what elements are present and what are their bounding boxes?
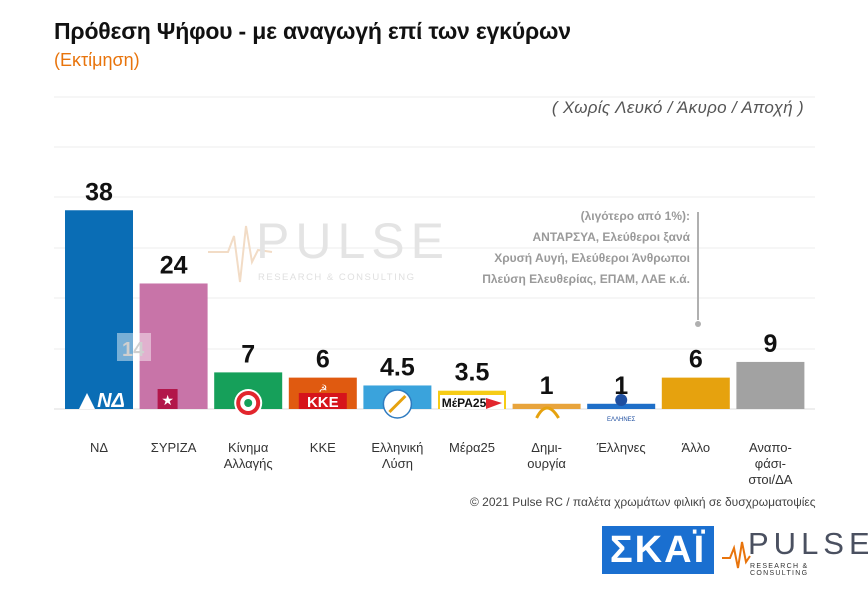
category-label: Λύση [382, 456, 413, 471]
value-label: 9 [763, 330, 777, 358]
annotation-line: ΑΝΤΑΡΣΥΑ, Ελεύθεροι ξανά [533, 230, 691, 244]
party-logos: ΝΔ ★ ΚΚΕ☭ ΜέΡΑ25 ΕΛΛΗΝΕΣ [79, 384, 636, 423]
category-label: Έλληνες [596, 440, 646, 455]
bar [736, 361, 805, 409]
nd-logo-icon [79, 393, 95, 409]
value-label: 6 [316, 346, 330, 374]
pulse-logo-word: PULSE [748, 526, 868, 561]
ellines-logo-icon [615, 394, 628, 406]
kinal-ring-icon [236, 391, 261, 415]
watermark-tagline: RESEARCH & CONSULTING [258, 272, 415, 283]
chart-note: ( Χωρίς Λευκό / Άκυρο / Αποχή ) [551, 98, 804, 117]
value-label: 1 [540, 372, 554, 400]
skai-logo: ΣΚΑΪ [602, 526, 714, 574]
category-label: ουργία [527, 456, 566, 471]
bar-chart: PULSE RESEARCH & CONSULTING 38 24 7 6 4.5 3.5… [54, 96, 815, 487]
annotation-line: (λιγότερο από 1%): [581, 209, 690, 223]
small-parties-annotation: (λιγότερο από 1%): ΑΝΤΑΡΣΥΑ, Ελεύθεροι ξ… [482, 209, 701, 327]
mera25-arrow-icon [486, 398, 502, 409]
syriza-star-icon: ★ [161, 392, 174, 408]
footer-credit: © 2021 Pulse RC / παλέτα χρωμάτων φιλική… [470, 495, 816, 509]
chart-subtitle: (Εκτίμηση) [54, 50, 140, 70]
value-label: 3.5 [455, 359, 490, 387]
category-label: στοι/ΔΑ [748, 472, 792, 487]
category-label: ΚΚΕ [310, 440, 336, 455]
watermark-word: PULSE [256, 213, 450, 269]
value-label: 7 [241, 340, 255, 368]
pulse-line-icon [722, 541, 751, 569]
value-label: 6 [689, 346, 703, 374]
value-label: 24 [160, 251, 188, 279]
bar [65, 210, 133, 409]
category-label: Ελληνική [371, 440, 423, 455]
value-label: 4.5 [380, 353, 415, 381]
pulse-watermark: PULSE RESEARCH & CONSULTING [208, 213, 450, 283]
pulse-logo-tagline: RESEARCH & CONSULTING [750, 563, 809, 577]
category-label: Κίνημα [228, 440, 269, 455]
bar [661, 377, 730, 409]
kinal-center-icon [244, 399, 253, 407]
previous-value-box [117, 333, 151, 361]
value-label: 1 [614, 372, 628, 400]
syriza-logo-icon [157, 389, 178, 409]
bar [139, 283, 208, 409]
category-label: Αναπο- [749, 440, 792, 455]
category-label: Δημι- [531, 440, 562, 455]
annotation-line: Πλεύση Ελευθερίας, ΕΠΑΜ, ΛΑΕ κ.ά. [482, 272, 690, 286]
pulse-logo: PULSE RESEARCH & CONSULTING [722, 526, 868, 577]
bar [512, 403, 581, 409]
ellines-logo-text: ΕΛΛΗΝΕΣ [607, 417, 636, 423]
category-label: Άλλο [681, 440, 710, 455]
previous-value-label: 14 [122, 339, 145, 361]
value-labels: 38 24 7 6 4.5 3.5 1 1 6 9 [85, 178, 777, 400]
elliniki-lysi-needle-icon [388, 394, 407, 414]
kke-logo-icon [298, 393, 347, 409]
watermark-pulse-line-icon [208, 225, 273, 283]
value-label: 38 [85, 178, 113, 206]
kke-hammer-icon: ☭ [318, 384, 327, 395]
kke-logo-text: ΚΚΕ [307, 394, 339, 411]
category-label: ΝΔ [90, 440, 108, 455]
category-label: φάσι- [755, 456, 786, 471]
mera25-logo-text: ΜέΡΑ25 [442, 396, 487, 410]
chart-title: Πρόθεση Ψήφου - με αναγωγή επί των εγκύρ… [54, 18, 571, 44]
annotation-leader-dot [695, 321, 701, 327]
category-label: ΣΥΡΙΖΑ [151, 440, 197, 455]
category-label: Μέρα25 [449, 440, 495, 455]
category-label: Αλλαγής [224, 456, 273, 471]
annotation-line: Χρυσή Αυγή, Ελεύθεροι Άνθρωποι [494, 251, 690, 265]
nd-logo-text: ΝΔ [97, 390, 125, 412]
dimiourgia-logo-icon [535, 406, 560, 419]
bar [587, 403, 656, 409]
